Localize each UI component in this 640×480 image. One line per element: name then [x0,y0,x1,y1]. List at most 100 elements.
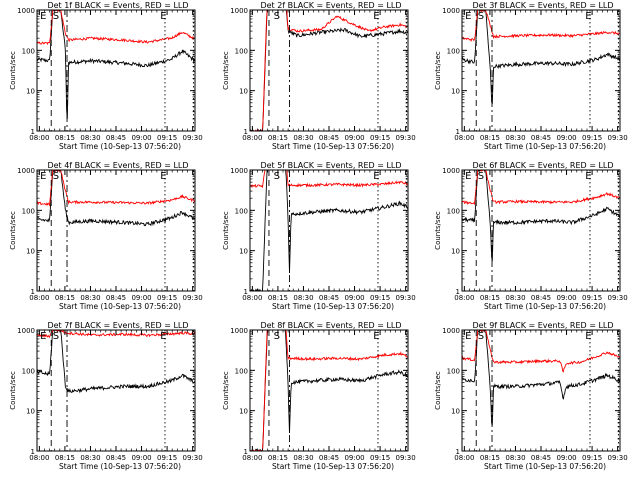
y-tick-label: 1000 [17,327,35,335]
x-axis-label: Start Time (10-Sep-13 07:56:20) [484,462,606,471]
x-tick-label: 08:00 [454,454,474,462]
x-tick-label: 08:00 [242,134,262,142]
annotation-label: E [40,171,46,182]
x-tick-label: 08:45 [319,454,339,462]
series-lld-line [250,10,408,131]
y-axis-label: Counts/sec [434,371,442,410]
y-tick-label: 1 [456,448,460,456]
annotation-label: S [274,331,280,342]
y-tick-label: 1000 [442,7,460,15]
x-tick-label: 08:15 [55,294,75,302]
annotation-label: E [373,331,379,342]
x-tick-label: 08:15 [268,294,288,302]
x-tick-label: 09:00 [131,294,151,302]
y-tick-label: 1000 [442,167,460,175]
chart-title: Det 4f BLACK = Events, RED = LLD [47,161,188,170]
annotation-label: E [373,171,379,182]
series-events-line [462,10,620,105]
chart-title: Det 3f BLACK = Events, RED = LLD [472,1,613,10]
x-tick-label: 08:00 [454,294,474,302]
x-tick-label: 08:30 [505,134,525,142]
chart-title: Det 9f BLACK = Events, RED = LLD [472,321,613,330]
x-tick-label: 08:45 [106,454,126,462]
y-tick-label: 1 [244,128,248,136]
series-lld-line [37,10,195,46]
annotation-label: E [465,171,471,182]
x-tick-label: 09:30 [608,454,628,462]
y-tick-label: 10 [239,408,248,416]
series-events-line [462,330,620,426]
series-events-line [37,170,195,227]
chart-title: Det 8f BLACK = Events, RED = LLD [260,321,401,330]
x-tick-label: 09:15 [370,294,390,302]
x-tick-label: 08:00 [29,294,49,302]
chart-title: Det 2f BLACK = Events, RED = LLD [260,1,401,10]
y-tick-label: 100 [235,47,248,55]
x-tick-label: 08:30 [293,134,313,142]
x-axis-label: Start Time (10-Sep-13 07:56:20) [272,302,394,311]
series-events-line [250,170,408,291]
y-tick-label: 1000 [230,7,248,15]
x-tick-label: 09:00 [556,294,576,302]
x-tick-label: 08:30 [505,454,525,462]
annotation-label: E [373,11,379,22]
series-lld-line [250,170,408,189]
x-tick-label: 09:15 [157,294,177,302]
y-tick-label: 10 [26,88,35,96]
annotation-label: E [40,331,46,342]
x-axis-label: Start Time (10-Sep-13 07:56:20) [59,302,181,311]
chart-title: Det 6f BLACK = Events, RED = LLD [472,161,613,170]
x-tick-label: 08:15 [268,134,288,142]
annotation-label: S [478,11,484,22]
x-tick-label: 09:15 [157,454,177,462]
y-tick-label: 1 [31,288,35,296]
series-lld-line [462,330,620,373]
y-tick-label: 1 [456,128,460,136]
y-tick-label: 100 [22,47,35,55]
y-tick-label: 1000 [17,167,35,175]
x-tick-label: 08:15 [268,454,288,462]
x-tick-label: 09:15 [582,454,602,462]
x-tick-label: 08:45 [531,294,551,302]
x-tick-label: 08:45 [531,454,551,462]
annotation-label: E [40,11,46,22]
y-axis-label: Counts/sec [9,211,17,250]
y-axis-label: Counts/sec [222,371,230,410]
series-events-line [250,330,408,451]
y-tick-label: 100 [447,367,460,375]
x-tick-label: 09:00 [344,134,364,142]
y-tick-label: 10 [239,248,248,256]
y-axis-label: Counts/sec [9,371,17,410]
chart-title: Det 7f BLACK = Events, RED = LLD [47,321,188,330]
annotation-label: E [585,331,591,342]
x-tick-label: 09:00 [556,134,576,142]
annotation-label: S [53,331,59,342]
annotation-label: E [160,171,166,182]
y-axis-label: Counts/sec [434,51,442,90]
x-axis-label: Start Time (10-Sep-13 07:56:20) [272,462,394,471]
y-tick-label: 1 [244,448,248,456]
annotation-label: S [53,11,59,22]
x-tick-label: 09:00 [556,454,576,462]
x-tick-label: 09:30 [608,134,628,142]
x-axis-label: Start Time (10-Sep-13 07:56:20) [484,302,606,311]
y-tick-label: 10 [26,408,35,416]
x-tick-label: 09:30 [608,294,628,302]
x-tick-label: 08:45 [106,134,126,142]
x-tick-label: 08:15 [480,134,500,142]
x-tick-label: 08:30 [505,294,525,302]
x-tick-label: 08:15 [55,134,75,142]
y-tick-label: 10 [451,248,460,256]
y-tick-label: 1000 [230,327,248,335]
x-tick-label: 09:30 [396,294,416,302]
annotation-label: S [478,331,484,342]
y-tick-label: 10 [26,248,35,256]
